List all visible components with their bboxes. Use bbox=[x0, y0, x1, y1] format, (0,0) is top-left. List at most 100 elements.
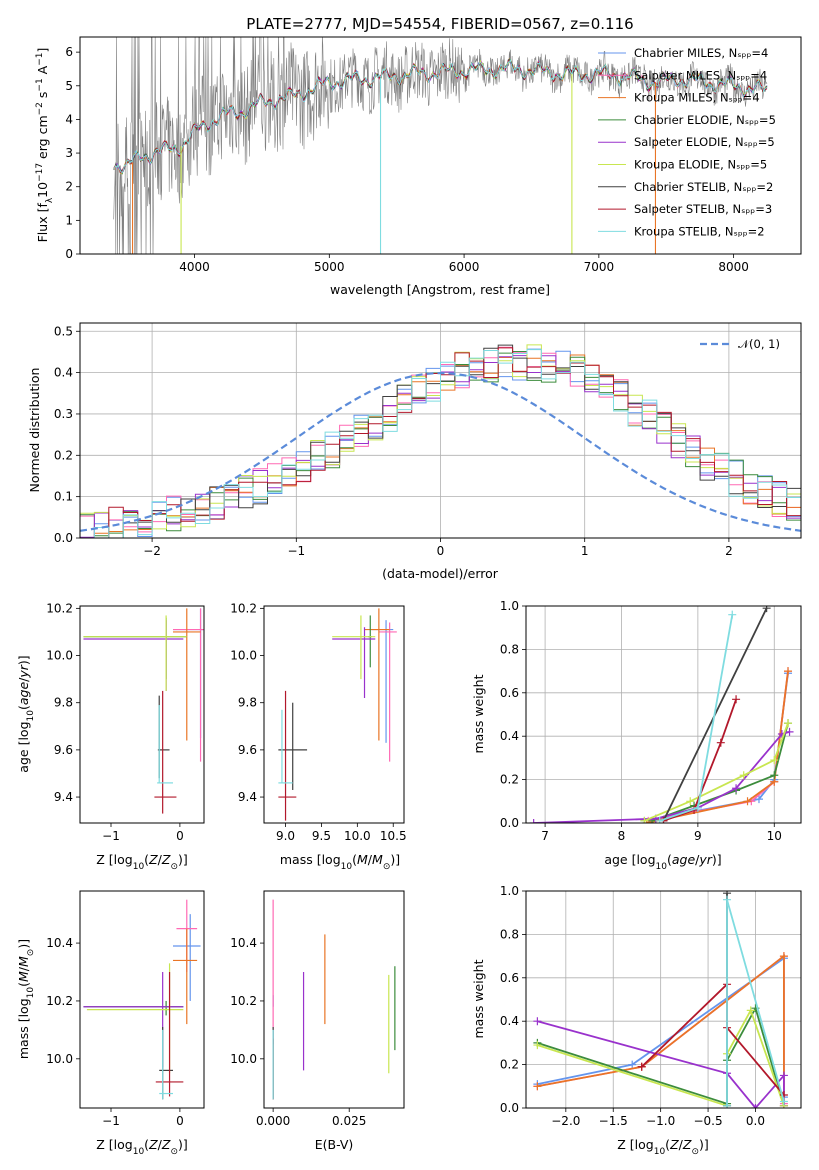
spectrum-xtick-label: 7000 bbox=[584, 260, 615, 274]
weight_vs_Z-xtick-label: 0.0 bbox=[746, 1114, 765, 1128]
mass-weight-line bbox=[533, 731, 790, 823]
residuals-xtick-label: 0 bbox=[437, 544, 445, 558]
mass-weight-marker bbox=[785, 727, 794, 736]
weight_vs_age-frame bbox=[525, 605, 802, 824]
age_vs_mass-xtick-label: 9.0 bbox=[276, 829, 295, 843]
mass-weight-marker bbox=[655, 816, 664, 823]
y-axis-label: Flux [fλ10−17 erg cm−2 s−1 A−1] bbox=[35, 48, 55, 243]
x-axis-label: Z [log10(Z/Z⊙)] bbox=[617, 1137, 709, 1157]
mass-weight-marker bbox=[716, 738, 725, 747]
weight_vs_age-ytick-label: 0.0 bbox=[500, 816, 519, 830]
age_vs_Z-errorbars bbox=[83, 608, 204, 814]
weight_vs_age-xtick-label: 10 bbox=[767, 829, 782, 843]
residuals-ytick-label: 0.2 bbox=[54, 448, 73, 462]
spectrum-ytick-label: 3 bbox=[65, 146, 73, 160]
spectrum-xtick-label: 4000 bbox=[179, 260, 210, 274]
mass_vs_EBV-ytick-label: 10.0 bbox=[230, 1052, 257, 1066]
age_vs_mass-ytick-label: 10.0 bbox=[230, 649, 257, 663]
mass-weight-line bbox=[641, 982, 785, 1096]
weight_vs_age-ytick-label: 0.4 bbox=[500, 729, 519, 743]
mass-weight-marker bbox=[762, 606, 771, 613]
mass-weight-marker bbox=[529, 819, 538, 823]
mass-weight-line bbox=[659, 614, 734, 822]
mass-weight-marker bbox=[637, 1062, 646, 1071]
mass_vs_EBV-errorbars bbox=[272, 899, 396, 1100]
mass_vs_Z-ytick-label: 10.2 bbox=[46, 994, 73, 1008]
residuals-xtick-label: 2 bbox=[725, 544, 733, 558]
x-axis-label: Z [log10(Z/Z⊙)] bbox=[96, 1137, 188, 1157]
legend-label: Kroupa MILES, Nₛₚₚ=4 bbox=[634, 91, 760, 105]
mass-weight-marker bbox=[728, 610, 737, 619]
spectrum-xtick-label: 8000 bbox=[718, 260, 749, 274]
mass-weight-marker bbox=[732, 784, 741, 793]
mass-weight-marker bbox=[746, 1006, 755, 1015]
weight_vs_age-ytick-label: 0.8 bbox=[500, 642, 519, 656]
weight_vs_Z-ytick-label: 1.0 bbox=[500, 884, 519, 898]
weight_vs_Z-ytick-label: 0.6 bbox=[500, 971, 519, 985]
spectrum-frame bbox=[79, 36, 802, 255]
histograms bbox=[80, 344, 801, 538]
mass-weight-marker bbox=[533, 1017, 542, 1026]
chart-title: PLATE=2777, MJD=54554, FIBERID=0567, z=0… bbox=[246, 15, 633, 33]
age_vs_Z-frame bbox=[79, 605, 205, 824]
age_vs_Z-ytick-label: 9.6 bbox=[54, 743, 73, 757]
residual-histogram-step bbox=[80, 346, 801, 538]
mass-weight-marker bbox=[686, 797, 695, 806]
spectrum-xtick-label: 5000 bbox=[314, 260, 345, 274]
mass-weight-marker bbox=[779, 1071, 788, 1080]
weight_vs_age-ytick-label: 0.2 bbox=[500, 773, 519, 787]
normal-distribution-curve bbox=[80, 371, 801, 532]
spectrum-ytick-label: 0 bbox=[65, 247, 73, 261]
age_vs_Z-xtick-label: 0 bbox=[176, 829, 184, 843]
mass-weight-line bbox=[663, 699, 737, 822]
legend-label: Kroupa STELIB, Nₛₚₚ=2 bbox=[634, 224, 765, 238]
observed-spectrum-line bbox=[113, 37, 768, 254]
weight_vs_age-xtick-label: 9 bbox=[694, 829, 702, 843]
y-axis-label: age [log10(age/yr)] bbox=[16, 655, 36, 772]
mass-weight-marker bbox=[640, 816, 649, 823]
age_vs_Z-ytick-label: 9.8 bbox=[54, 696, 73, 710]
y-axis-label: Normed distribution bbox=[27, 368, 42, 493]
model-spectrum-line bbox=[113, 58, 768, 173]
mass-weight-marker bbox=[784, 719, 793, 728]
residual-histogram-step bbox=[80, 355, 801, 538]
weight_vs_Z-frame bbox=[525, 890, 802, 1109]
mass_vs_EBV-xtick-label: 0.000 bbox=[256, 1114, 290, 1128]
spectrum-ytick-label: 4 bbox=[65, 112, 73, 126]
y-axis-label: mass [log10(M/M⊙)] bbox=[16, 939, 36, 1059]
legend-label: Salpeter ELODIE, Nₛₚₚ=5 bbox=[634, 135, 775, 149]
age_vs_mass-ytick-label: 10.2 bbox=[230, 601, 257, 615]
mass-weight-marker bbox=[739, 771, 748, 780]
spectrum-ytick-label: 5 bbox=[65, 79, 73, 93]
mass-weight-marker bbox=[779, 952, 788, 961]
mass_vs_Z-xtick-label: 0 bbox=[176, 1114, 184, 1128]
age_vs_mass-ytick-label: 9.8 bbox=[238, 696, 257, 710]
x-axis-label: age [log10(age/yr)] bbox=[604, 852, 721, 872]
weight_vs_Z-ytick-label: 0.2 bbox=[500, 1058, 519, 1072]
mass-weight-marker bbox=[533, 1041, 542, 1050]
age_vs_Z-ytick-label: 10.0 bbox=[46, 649, 73, 663]
residual-histogram-step bbox=[80, 344, 801, 538]
legend-label: Chabrier STELIB, Nₛₚₚ=2 bbox=[634, 180, 773, 194]
age_vs_mass-xtick-label: 10.0 bbox=[344, 829, 371, 843]
mass_vs_Z-xtick-label: −1 bbox=[102, 1114, 120, 1128]
residuals-ytick-label: 0.1 bbox=[54, 490, 73, 504]
mass_vs_EBV-frame bbox=[263, 890, 405, 1109]
age_vs_mass-errorbars bbox=[278, 608, 397, 821]
residual-histogram-step bbox=[80, 349, 801, 538]
age_vs_mass-xtick-label: 9.5 bbox=[312, 829, 331, 843]
mass-weight-marker bbox=[784, 667, 793, 676]
weight_vs_Z-xtick-label: −2.0 bbox=[551, 1114, 580, 1128]
age_vs_mass-frame bbox=[263, 605, 405, 824]
spectrum-ytick-label: 2 bbox=[65, 180, 73, 194]
legend-label: Salpeter STELIB, Nₛₚₚ=3 bbox=[634, 202, 772, 216]
mass_vs_EBV-xtick-label: 0.025 bbox=[332, 1114, 366, 1128]
weight_vs_age-xtick-label: 8 bbox=[618, 829, 626, 843]
weight_vs_age-ytick-label: 0.6 bbox=[500, 686, 519, 700]
weight_vs_Z-xtick-label: −1.5 bbox=[599, 1114, 628, 1128]
residuals-xtick-label: −2 bbox=[143, 544, 161, 558]
mass-weight-marker bbox=[770, 756, 779, 765]
mass-weight-marker bbox=[723, 1101, 732, 1108]
mass_vs_Z-frame bbox=[79, 890, 205, 1109]
